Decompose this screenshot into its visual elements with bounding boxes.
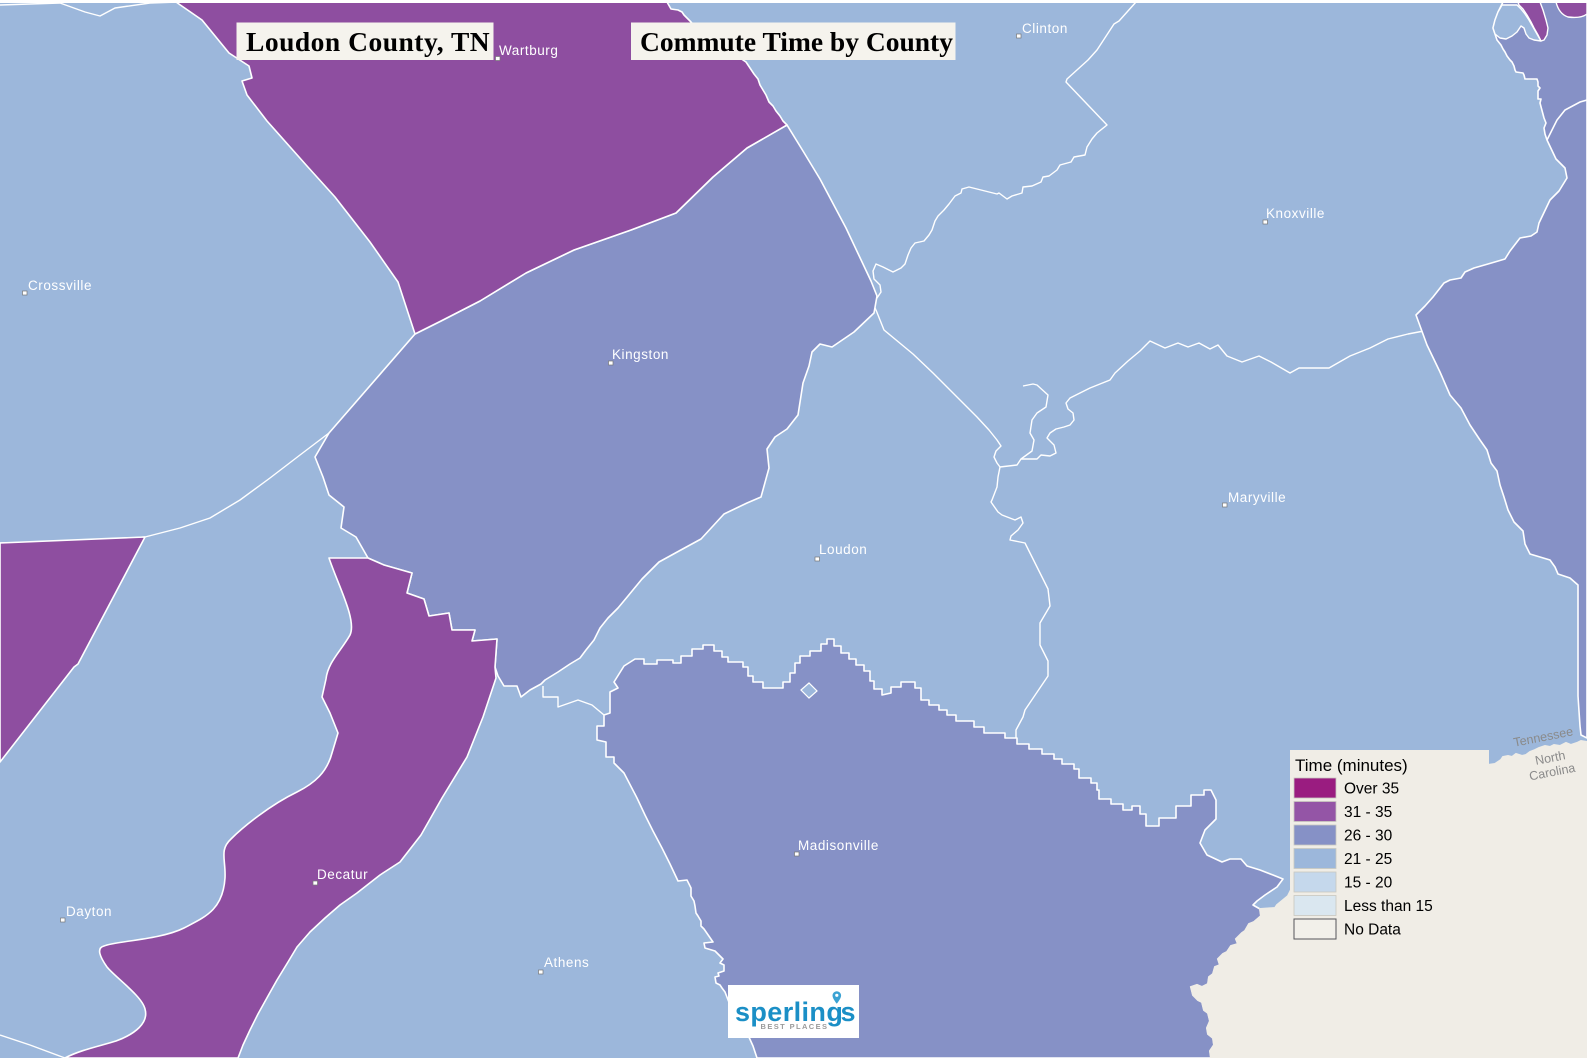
svg-text:s: s [841,997,856,1027]
svg-text:Loudon County, TN: Loudon County, TN [246,26,490,57]
svg-text:Over 35: Over 35 [1344,781,1399,798]
svg-text:31 - 35: 31 - 35 [1344,804,1392,821]
svg-text:Commute Time by County: Commute Time by County [640,26,953,57]
svg-text:Kingston: Kingston [612,347,669,362]
svg-text:Time (minutes): Time (minutes) [1295,756,1408,775]
svg-text:26 - 30: 26 - 30 [1344,828,1393,845]
svg-text:Decatur: Decatur [317,867,368,882]
svg-text:sperling: sperling [735,997,843,1027]
svg-text:Dayton: Dayton [66,904,112,919]
svg-text:Maryville: Maryville [1228,490,1286,505]
svg-text:Knoxville: Knoxville [1266,206,1325,221]
svg-text:Athens: Athens [544,955,589,970]
svg-text:15 - 20: 15 - 20 [1344,875,1393,892]
svg-text:Wartburg: Wartburg [499,43,558,58]
svg-text:Madisonville: Madisonville [798,838,879,853]
svg-text:Crossville: Crossville [28,278,92,293]
svg-text:Loudon: Loudon [819,542,867,557]
svg-text:BEST PLACES: BEST PLACES [761,1022,829,1031]
svg-text:No Data: No Data [1344,922,1401,939]
svg-text:Clinton: Clinton [1022,21,1068,36]
svg-text:North: North [1534,748,1567,768]
svg-text:Less than 15: Less than 15 [1344,898,1433,915]
svg-text:21 - 25: 21 - 25 [1344,851,1392,868]
